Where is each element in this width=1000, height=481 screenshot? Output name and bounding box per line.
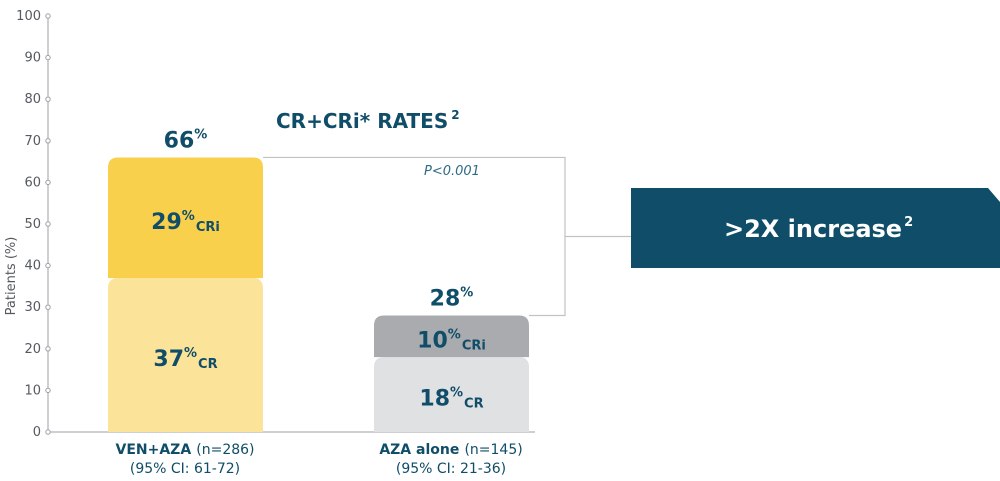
y-tick-mark xyxy=(45,262,51,269)
bar-segment-cri xyxy=(108,157,263,279)
y-tick-label: 30 xyxy=(24,300,41,315)
segment-value: 29 xyxy=(151,210,182,235)
category-label-aza-alone: AZA alone (n=145) xyxy=(379,439,522,458)
callout-banner: >2X increase 2 xyxy=(631,188,1000,268)
total-label: 66% xyxy=(164,127,208,153)
segment-series-name: CRi xyxy=(462,338,486,353)
total-percent-symbol: % xyxy=(194,127,207,142)
y-tick-label: 50 xyxy=(24,217,41,232)
total-percent-symbol: % xyxy=(460,286,473,301)
category-labels: VEN+AZA (n=286) (95% CI: 61-72) AZA alon… xyxy=(115,439,522,477)
bars xyxy=(108,157,529,432)
chart-title-superscript: 2 xyxy=(451,108,459,122)
y-axis-title: Patients (%) xyxy=(4,237,19,316)
category-n: (n=286) xyxy=(196,442,254,458)
y-tick-mark xyxy=(45,221,51,227)
y-tick-label: 60 xyxy=(24,175,41,190)
y-tick-mark xyxy=(45,179,51,186)
category-n: (n=145) xyxy=(464,442,522,458)
category-ci-ven-aza: (95% CI: 61-72) xyxy=(130,461,240,477)
segment-label-cr: 18%CR xyxy=(419,386,483,412)
segment-percent-symbol: % xyxy=(182,209,195,224)
p-value-text: P<0.001 xyxy=(424,164,480,179)
segment-percent-symbol: % xyxy=(450,386,463,401)
y-tick-mark xyxy=(45,429,51,435)
y-tick-label: 90 xyxy=(24,51,41,66)
bracket-line xyxy=(263,156,566,317)
category-ci-aza-alone: (95% CI: 21-36) xyxy=(396,461,506,477)
category-name: AZA alone xyxy=(379,442,459,458)
segment-value: 37 xyxy=(153,347,184,372)
p-value: P<0.001 xyxy=(424,164,480,179)
segment-percent-symbol: % xyxy=(184,346,197,361)
y-tick-mark xyxy=(45,387,51,394)
segment-series-name: CR xyxy=(198,357,218,372)
y-tick-label: 20 xyxy=(24,342,41,357)
y-tick-label: 70 xyxy=(24,134,41,149)
bar-segment-cri xyxy=(374,315,529,358)
segment-label-cri: 29%CRi xyxy=(151,209,220,235)
category-name: VEN+AZA xyxy=(115,442,191,458)
comparison-bracket xyxy=(263,156,631,317)
chart-title: CR+CRi* RATES 2 xyxy=(276,108,460,133)
y-tick-mark xyxy=(45,304,51,310)
y-tick-label: 0 xyxy=(33,425,41,440)
segment-series-name: CRi xyxy=(196,220,220,235)
bar-segment-cr xyxy=(108,278,263,432)
segment-label-cri: 10%CRi xyxy=(417,327,486,353)
y-tick-label: 10 xyxy=(24,383,41,398)
callout-superscript: 2 xyxy=(904,215,913,230)
total-label: 28% xyxy=(430,286,474,312)
y-tick-label: 100 xyxy=(16,9,41,24)
y-tick-label: 80 xyxy=(24,92,41,107)
y-tick-label: 40 xyxy=(24,259,41,274)
y-tick-mark xyxy=(45,96,51,102)
callout-text: >2X increase xyxy=(724,215,902,243)
total-value: 28 xyxy=(430,287,461,312)
y-tick-mark xyxy=(45,138,51,144)
chart-title-text: CR+CRi* RATES xyxy=(276,109,448,133)
category-label-ven-aza: VEN+AZA (n=286) xyxy=(115,439,254,458)
callout-banner-label: >2X increase 2 xyxy=(724,215,913,243)
callout-banner-shape xyxy=(631,188,1000,268)
segment-label-cr: 37%CR xyxy=(153,346,217,372)
total-value: 66 xyxy=(164,128,195,153)
y-tick-mark xyxy=(45,346,51,352)
segment-value: 10 xyxy=(417,328,448,353)
y-tick-mark xyxy=(45,54,51,61)
segment-value: 18 xyxy=(419,387,450,412)
segment-percent-symbol: % xyxy=(448,327,461,342)
segment-series-name: CR xyxy=(464,397,484,412)
bar-segment-cr xyxy=(374,357,529,432)
y-tick-mark xyxy=(45,13,51,19)
